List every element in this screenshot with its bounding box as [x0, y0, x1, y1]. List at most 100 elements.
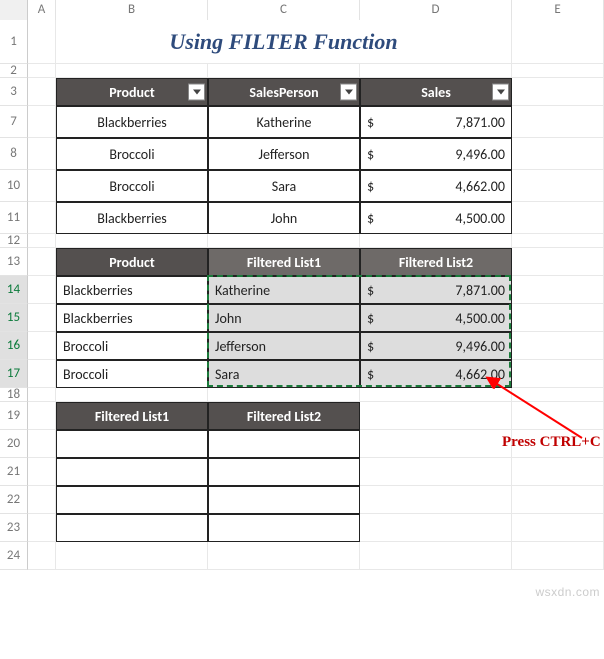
cell-e[interactable]	[512, 486, 604, 514]
cell-a[interactable]	[28, 170, 56, 202]
cell2-person[interactable]: Sara	[208, 360, 360, 388]
cell-a[interactable]	[28, 20, 56, 64]
cell-sales[interactable]: $9,496.00	[360, 138, 512, 170]
row-header[interactable]: 15	[0, 304, 28, 332]
cell-blank[interactable]	[360, 64, 512, 78]
cell-a[interactable]	[28, 486, 56, 514]
col-header-b[interactable]: B	[56, 0, 208, 20]
cell-a[interactable]	[28, 458, 56, 486]
cell-a[interactable]	[28, 430, 56, 458]
cell-a[interactable]	[28, 138, 56, 170]
cell3-a[interactable]	[56, 430, 208, 458]
cell-blank[interactable]	[28, 234, 56, 248]
cell2-amount[interactable]: $9,496.00	[360, 332, 512, 360]
cell3-a[interactable]	[56, 486, 208, 514]
row-header[interactable]: 14	[0, 276, 28, 304]
cell2-person[interactable]: Katherine	[208, 276, 360, 304]
cell2-person[interactable]: Jefferson	[208, 332, 360, 360]
cell-e[interactable]	[512, 78, 604, 106]
th2-fl1[interactable]: Filtered List1	[208, 248, 360, 276]
col-header-a[interactable]: A	[28, 0, 56, 20]
col-header-d[interactable]: D	[360, 0, 512, 20]
row-header[interactable]: 21	[0, 458, 28, 486]
row-header[interactable]: 19	[0, 402, 28, 430]
cell-e[interactable]	[512, 276, 604, 304]
cell-blank[interactable]	[208, 388, 360, 402]
cell-product[interactable]: Blackberries	[56, 106, 208, 138]
cell2-person[interactable]: John	[208, 304, 360, 332]
cell3-b[interactable]	[208, 514, 360, 542]
cell[interactable]	[56, 542, 208, 570]
cell-blank[interactable]	[208, 64, 360, 78]
cell-product[interactable]: Broccoli	[56, 170, 208, 202]
cell[interactable]	[28, 542, 56, 570]
th3-fl1[interactable]: Filtered List1	[56, 402, 208, 430]
row-header[interactable]: 1	[0, 20, 28, 64]
cell-blank[interactable]	[56, 234, 208, 248]
cell-d[interactable]	[360, 458, 512, 486]
col-header-c[interactable]: C	[208, 0, 360, 20]
cell-sales[interactable]: $4,500.00	[360, 202, 512, 234]
th-salesperson[interactable]: SalesPerson	[208, 78, 360, 106]
row-header[interactable]: 16	[0, 332, 28, 360]
cell-d[interactable]	[360, 514, 512, 542]
cell-e[interactable]	[512, 20, 604, 64]
cell-a[interactable]	[28, 514, 56, 542]
cell-a[interactable]	[28, 202, 56, 234]
cell-e[interactable]	[512, 138, 604, 170]
cell-a[interactable]	[28, 304, 56, 332]
cell-blank[interactable]	[512, 234, 604, 248]
cell3-a[interactable]	[56, 514, 208, 542]
cell-a[interactable]	[28, 78, 56, 106]
cell-a[interactable]	[28, 360, 56, 388]
cell-e[interactable]	[512, 170, 604, 202]
cell-a[interactable]	[28, 106, 56, 138]
row-header[interactable]: 2	[0, 64, 28, 78]
row-header[interactable]: 23	[0, 514, 28, 542]
cell-sales[interactable]: $4,662.00	[360, 170, 512, 202]
cell-a[interactable]	[28, 332, 56, 360]
cell3-a[interactable]	[56, 458, 208, 486]
cell-blank[interactable]	[28, 388, 56, 402]
cell-blank[interactable]	[28, 64, 56, 78]
th3-fl2[interactable]: Filtered List2	[208, 402, 360, 430]
cell-sales[interactable]: $7,871.00	[360, 106, 512, 138]
cell[interactable]	[360, 542, 512, 570]
cell-blank[interactable]	[512, 64, 604, 78]
cell-e[interactable]	[512, 458, 604, 486]
cell-e[interactable]	[512, 248, 604, 276]
cell[interactable]	[208, 542, 360, 570]
cell2-amount[interactable]: $4,500.00	[360, 304, 512, 332]
col-header-e[interactable]: E	[512, 0, 604, 20]
row-header[interactable]: 24	[0, 542, 28, 570]
th2-product[interactable]: Product	[56, 248, 208, 276]
cell3-b[interactable]	[208, 486, 360, 514]
row-header[interactable]: 11	[0, 202, 28, 234]
row-header[interactable]: 17	[0, 360, 28, 388]
cell2-amount[interactable]: $7,871.00	[360, 276, 512, 304]
row-header[interactable]: 18	[0, 388, 28, 402]
cell-a[interactable]	[28, 248, 56, 276]
cell2-product[interactable]: Broccoli	[56, 360, 208, 388]
cell-a[interactable]	[28, 402, 56, 430]
row-header[interactable]: 10	[0, 170, 28, 202]
cell-e[interactable]	[512, 202, 604, 234]
cell-product[interactable]: Blackberries	[56, 202, 208, 234]
cell-person[interactable]: Jefferson	[208, 138, 360, 170]
cell-e[interactable]	[512, 332, 604, 360]
cell2-product[interactable]: Blackberries	[56, 304, 208, 332]
cell-e[interactable]	[512, 106, 604, 138]
cell[interactable]	[512, 542, 604, 570]
th-product[interactable]: Product	[56, 78, 208, 106]
th2-fl2[interactable]: Filtered List2	[360, 248, 512, 276]
row-header[interactable]: 22	[0, 486, 28, 514]
row-header[interactable]: 3	[0, 78, 28, 106]
row-header[interactable]: 13	[0, 248, 28, 276]
cell-blank[interactable]	[56, 64, 208, 78]
cell-e[interactable]	[512, 304, 604, 332]
cell-d[interactable]	[360, 486, 512, 514]
filter-btn-product[interactable]	[188, 84, 205, 101]
cell3-b[interactable]	[208, 430, 360, 458]
cell-product[interactable]: Broccoli	[56, 138, 208, 170]
cell2-product[interactable]: Blackberries	[56, 276, 208, 304]
